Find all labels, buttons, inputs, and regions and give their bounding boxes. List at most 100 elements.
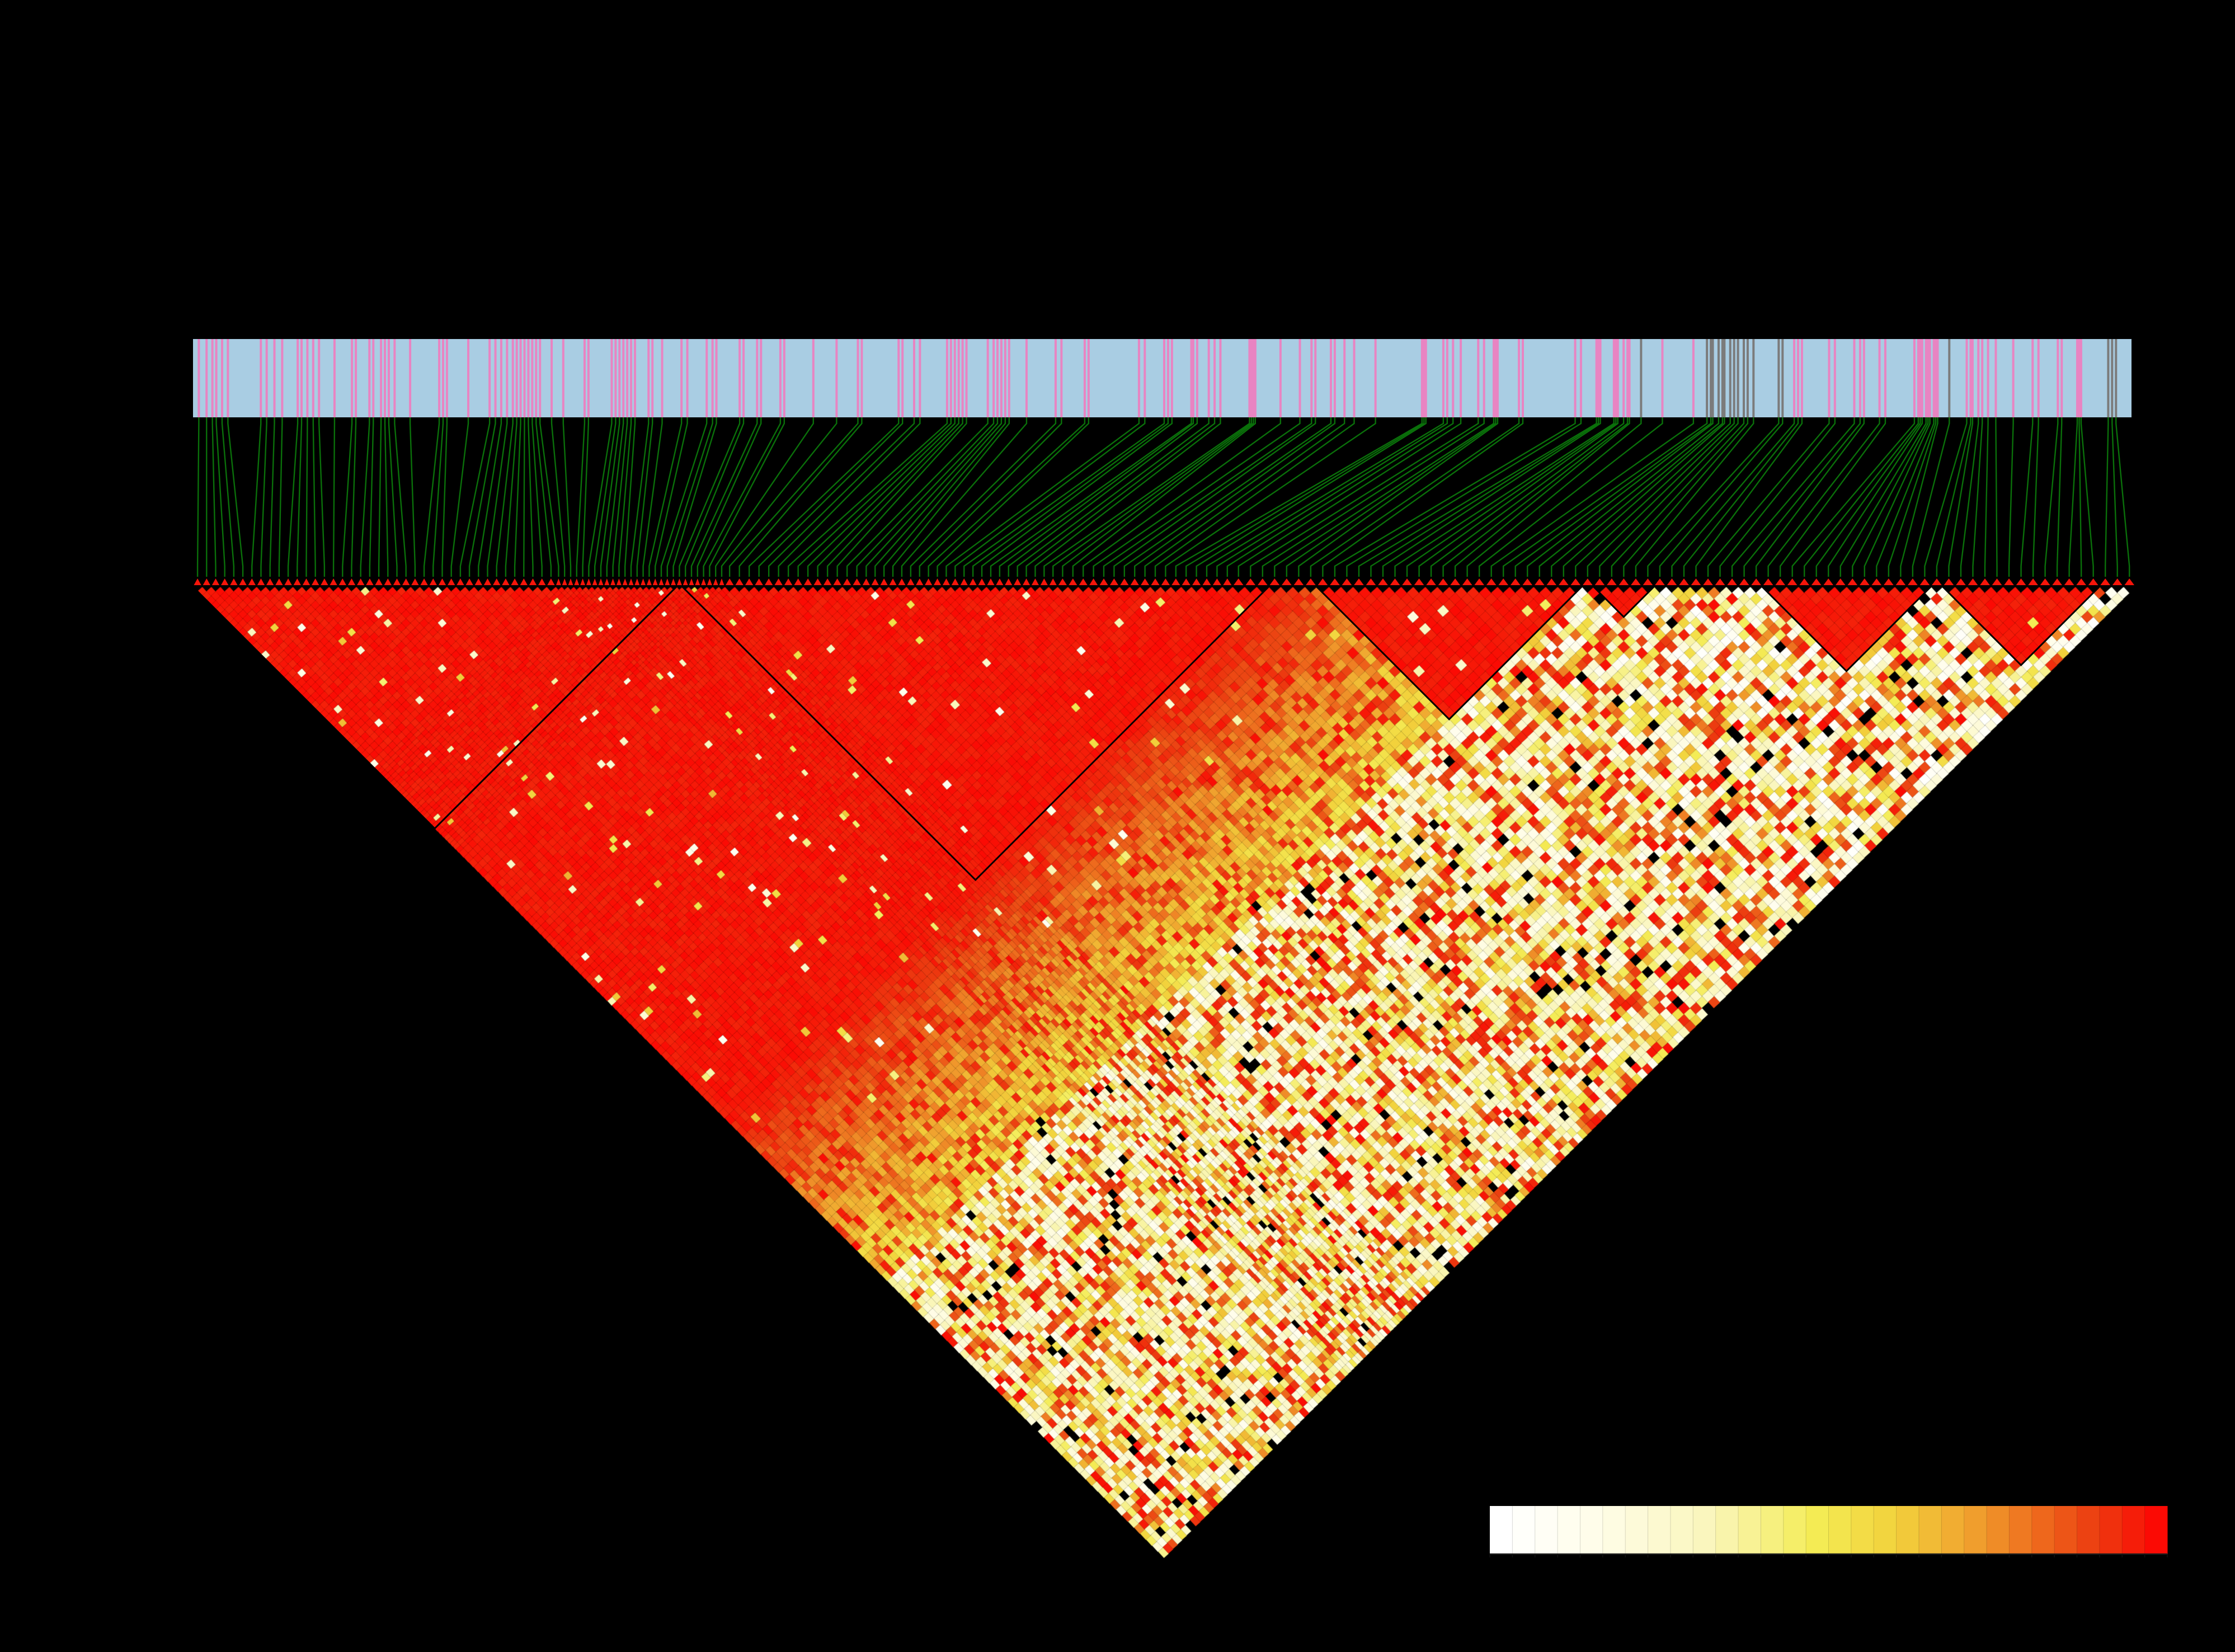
fan-line xyxy=(539,417,559,577)
marker-triangle xyxy=(1932,578,1942,585)
fan-line xyxy=(1154,417,1355,577)
marker-triangle xyxy=(1884,578,1894,585)
fan-line xyxy=(1034,417,1221,577)
fan-line xyxy=(963,417,1165,577)
color-scale-segment xyxy=(1828,1506,1852,1554)
marker-triangle xyxy=(898,578,906,585)
marker-triangle xyxy=(1919,578,1930,585)
fan-line xyxy=(1575,417,1731,577)
marker-triangle xyxy=(725,578,734,585)
fan-line xyxy=(990,417,1192,577)
color-scale-segment xyxy=(1896,1506,1919,1554)
marker-triangle xyxy=(1462,578,1472,585)
marker-triangle xyxy=(1151,578,1160,585)
fan-line xyxy=(1093,417,1301,577)
fan-line xyxy=(1082,417,1282,577)
color-scale-segment xyxy=(1490,1506,1513,1554)
marker-triangle xyxy=(1763,578,1773,585)
marker-triangle xyxy=(683,578,688,585)
marker-triangle xyxy=(628,578,634,585)
fan-line xyxy=(1466,417,1642,577)
fan-line xyxy=(384,417,389,577)
marker-triangle xyxy=(695,578,700,585)
fan-line xyxy=(709,417,785,577)
fan-line xyxy=(648,417,683,577)
color-scale-segment xyxy=(1964,1506,1987,1554)
fan-line xyxy=(2008,417,2014,577)
fan-line xyxy=(600,417,620,577)
marker-triangle xyxy=(1069,578,1077,585)
fan-line xyxy=(360,417,370,577)
marker-triangle xyxy=(1079,578,1088,585)
marker-triangle xyxy=(2016,578,2026,585)
haplotype-block-outline xyxy=(1316,586,1583,721)
haplotype-block-outline xyxy=(1593,586,1655,618)
marker-triangle xyxy=(774,578,783,585)
marker-triangle xyxy=(1040,578,1048,585)
fan-line xyxy=(1216,417,1448,577)
marker-triangle xyxy=(951,578,959,585)
marker-triangle xyxy=(2052,578,2062,585)
fan-line xyxy=(2068,417,2078,577)
marker-triangle xyxy=(676,578,682,585)
marker-triangle xyxy=(764,578,773,585)
fan-line xyxy=(1250,417,1479,577)
fan-line xyxy=(910,417,1057,577)
fan-line xyxy=(1043,417,1250,577)
fan-line xyxy=(1695,417,1803,577)
fan-line xyxy=(1755,417,1865,577)
marker-triangle xyxy=(1715,578,1725,585)
fan-line xyxy=(1815,417,1921,577)
marker-triangle xyxy=(1871,578,1882,585)
fan-line xyxy=(468,417,496,577)
marker-triangle xyxy=(1643,578,1653,585)
marker-triangle xyxy=(1667,578,1677,585)
marker-triangle xyxy=(1980,578,1990,585)
marker-triangle xyxy=(493,578,501,585)
marker-triangle xyxy=(641,578,646,585)
marker-triangle xyxy=(833,578,841,585)
fan-line xyxy=(1394,417,1615,577)
marker-triangle xyxy=(520,578,528,585)
marker-triangle xyxy=(1450,578,1460,585)
fan-line xyxy=(856,417,995,577)
fan-line xyxy=(1587,417,1735,577)
marker-triangle xyxy=(1691,578,1701,585)
marker-triangle xyxy=(1522,578,1533,585)
fan-line xyxy=(1072,417,1257,577)
marker-triangle xyxy=(1414,578,1424,585)
marker-triangle xyxy=(1141,578,1150,585)
marker-triangle xyxy=(1192,578,1201,585)
color-scale-segment xyxy=(1851,1506,1874,1554)
marker-triangle xyxy=(1498,578,1509,585)
marker-triangle xyxy=(598,578,604,585)
fan-line xyxy=(1406,417,1617,577)
marker-triangle xyxy=(1390,578,1400,585)
marker-triangle xyxy=(1570,578,1581,585)
fan-line xyxy=(1017,417,1210,577)
fan-line xyxy=(1936,417,1971,577)
marker-triangle xyxy=(813,578,822,585)
fan-line xyxy=(1864,417,1931,577)
fan-line xyxy=(1527,417,1714,577)
fan-line xyxy=(1659,417,1784,577)
marker-triangle xyxy=(880,578,888,585)
color-scale-segment xyxy=(1535,1506,1558,1554)
fan-line xyxy=(287,417,299,577)
fan-line xyxy=(260,417,267,577)
fan-line xyxy=(1719,417,1836,577)
marker-triangle xyxy=(2028,578,2038,585)
fan-line xyxy=(738,417,863,577)
marker-triangle xyxy=(211,578,220,585)
color-scale-segment xyxy=(1738,1506,1761,1554)
fan-line xyxy=(1779,417,1886,577)
marker-triangle xyxy=(916,578,924,585)
marker-triangle xyxy=(1161,578,1170,585)
fan-line xyxy=(1262,417,1485,577)
color-scale-segment xyxy=(1874,1506,1897,1554)
marker-triangle xyxy=(275,578,283,585)
fan-line xyxy=(1133,417,1336,577)
fan-line xyxy=(1683,417,1799,577)
